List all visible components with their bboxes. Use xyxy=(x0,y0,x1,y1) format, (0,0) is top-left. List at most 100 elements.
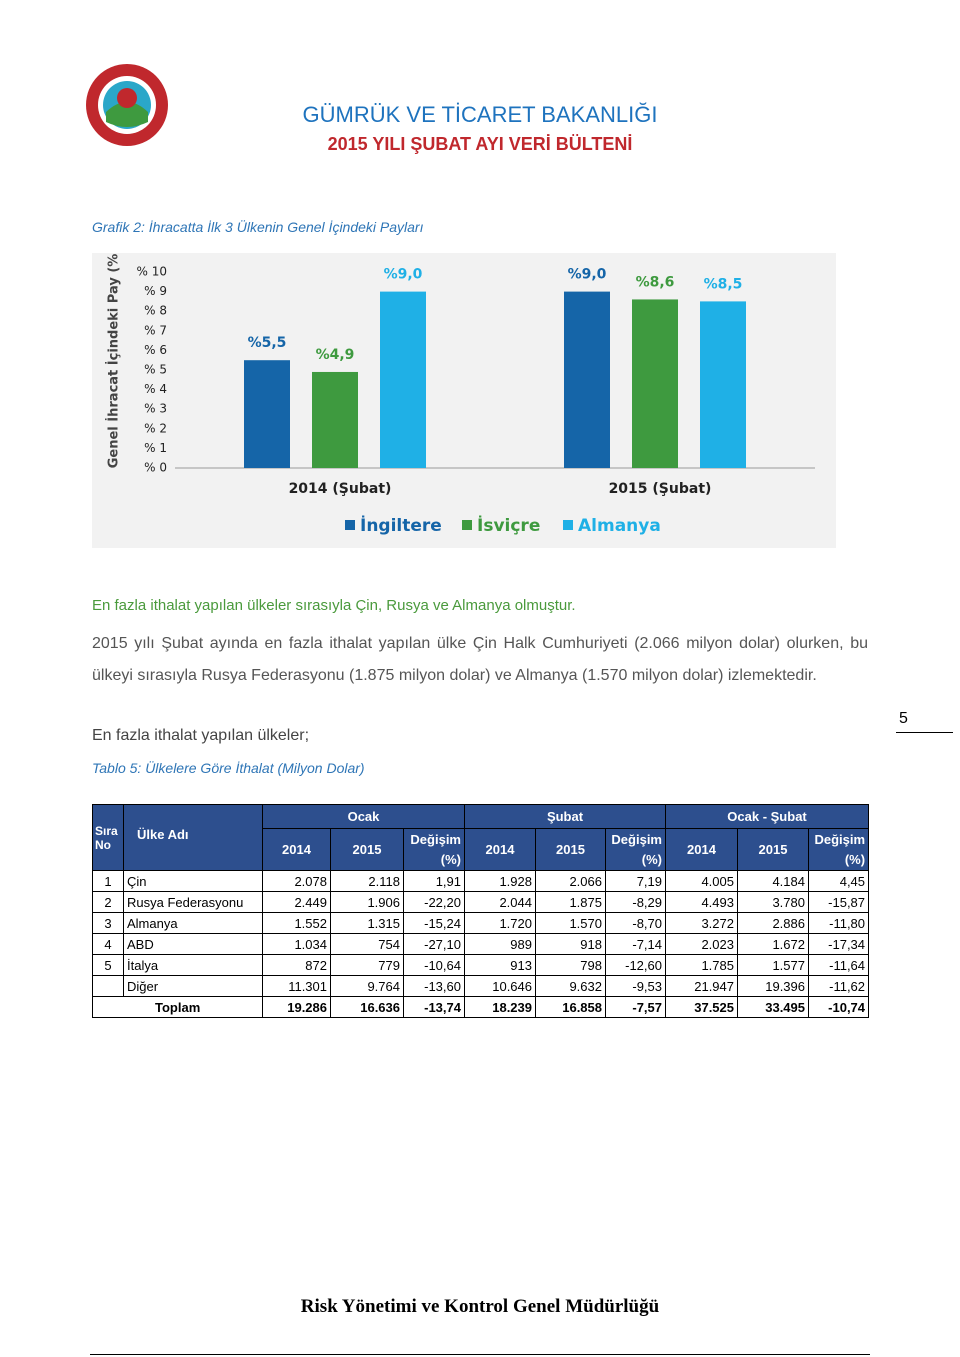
table-cell: -8,29 xyxy=(605,891,666,913)
table-cell: 4,45 xyxy=(807,870,870,892)
table-row: 4 ABD 1.034 754 -27,10 989 918 -7,14 2.023 1.672-… xyxy=(92,933,870,955)
y-tick-label: % 6 xyxy=(144,343,167,357)
table-cell: 2.078 xyxy=(262,870,331,892)
y-tick-label: % 1 xyxy=(144,441,167,455)
table-cell: 9.632 xyxy=(535,975,606,997)
table-cell: 1,91 xyxy=(403,870,465,892)
column-header: Değişim (%) xyxy=(403,828,465,871)
table-cell: 3.272 xyxy=(665,912,738,934)
table-cell: -15,87 xyxy=(807,891,870,913)
column-header: Ülke Adı xyxy=(123,804,263,871)
header-subtitle: 2015 YILI ŞUBAT AYI VERİ BÜLTENİ xyxy=(327,134,633,154)
group-header: Ocak - Şubat xyxy=(664,804,870,829)
column-header: Değişim (%) xyxy=(605,828,666,871)
table-cell: 33.495 xyxy=(737,996,809,1018)
bar xyxy=(700,301,746,468)
bar xyxy=(564,291,610,468)
table-cell: 1.672 xyxy=(737,933,809,955)
legend-label: Almanya xyxy=(578,516,661,536)
group-header: Ocak xyxy=(262,804,465,829)
value-label: %4,9 xyxy=(316,347,355,363)
chart-caption: Grafik 2: İhracatta İlk 3 Ülkenin Genel … xyxy=(92,219,424,235)
table-cell: -22,20 xyxy=(403,891,465,913)
group-header: Şubat xyxy=(464,804,666,829)
y-tick-label: % 8 xyxy=(144,304,167,318)
row-name: Rusya Federasyonu xyxy=(123,891,263,913)
bar xyxy=(312,371,358,468)
y-tick-label: % 10 xyxy=(137,265,168,279)
column-header: 2014 xyxy=(464,828,536,871)
table-cell: 2.449 xyxy=(262,891,331,913)
header-row: Sıra No Ülke Adı Ocak Şubat Ocak - Şubat xyxy=(92,804,870,871)
table-cell: -11,62 xyxy=(807,975,870,997)
row-number: 1 xyxy=(92,870,124,892)
table-row: Diğer 11.301 9.764 -13,60 10.646 9.632 -9,53 21… xyxy=(92,975,870,997)
heading: En fazla ithalat yapılan ülkeler sırasıy… xyxy=(92,597,576,614)
row-name: ABD xyxy=(123,933,263,955)
bar xyxy=(380,291,426,468)
value-label: %8,6 xyxy=(636,274,675,290)
table-cell: 11.301 xyxy=(262,975,331,997)
table-cell: 3.780 xyxy=(737,891,809,913)
total-row: Toplam 19.286 16.636 -13,74 18.239 16.858 -7,5… xyxy=(92,996,870,1018)
table-caption: Tablo 5: Ülkelere Göre İthalat (Milyon D… xyxy=(92,760,365,776)
table-cell: 2.066 xyxy=(535,870,606,892)
row-number xyxy=(92,975,124,997)
table-cell: -11,64 xyxy=(807,954,870,976)
value-label: %9,0 xyxy=(384,267,423,283)
table-cell: -13,74 xyxy=(403,996,465,1018)
table-cell: 4.005 xyxy=(665,870,738,892)
table-row: 2 Rusya Federasyonu 2.449 1.906 -22,20 2.044 1… xyxy=(92,891,870,913)
intro-text: En fazla ithalat yapılan ülkeler; xyxy=(92,727,310,744)
table-cell: 2.044 xyxy=(464,891,536,913)
table-cell: 872 xyxy=(262,954,331,976)
table-cell: 754 xyxy=(330,933,404,955)
column-header: 2014 xyxy=(262,828,331,871)
row-name: Diğer xyxy=(123,975,263,997)
logo xyxy=(86,64,168,146)
table-cell: 1.906 xyxy=(330,891,404,913)
value-label: %8,5 xyxy=(704,276,743,292)
table-cell: 1.570 xyxy=(535,912,606,934)
table-cell: 2.886 xyxy=(737,912,809,934)
chart: Genel İhracat İçindeki Pay (%) % 0 % 1 % 2%… xyxy=(92,253,836,548)
table-cell: 9.764 xyxy=(330,975,404,997)
column-header: 2015 xyxy=(737,828,809,871)
table-cell: -7,57 xyxy=(605,996,666,1018)
legend-swatch xyxy=(462,520,472,530)
table-cell: -11,80 xyxy=(807,912,870,934)
table-cell: 913 xyxy=(464,954,536,976)
row-name: İtalya xyxy=(123,954,263,976)
legend-swatch xyxy=(563,520,573,530)
table-cell: 37.525 xyxy=(665,996,738,1018)
y-tick-label: % 7 xyxy=(144,323,167,337)
table-cell: -17,34 xyxy=(807,933,870,955)
table-cell: 16.858 xyxy=(535,996,606,1018)
column-header: Sıra No xyxy=(92,804,124,871)
header-title: GÜMRÜK VE TİCARET BAKANLIĞI xyxy=(302,102,658,127)
table-cell: 4.493 xyxy=(665,891,738,913)
column-header: 2014 xyxy=(665,828,738,871)
table-cell: 19.396 xyxy=(737,975,809,997)
page-number: 5 xyxy=(896,710,953,733)
bar xyxy=(244,360,290,468)
table-cell: 779 xyxy=(330,954,404,976)
table-cell: -15,24 xyxy=(403,912,465,934)
legend-label: İngiltere xyxy=(360,514,442,536)
table-cell: 10.646 xyxy=(464,975,536,997)
legend-swatch xyxy=(345,520,355,530)
legend-label: İsviçre xyxy=(477,514,540,536)
table-cell: 16.636 xyxy=(330,996,404,1018)
table-cell: 1.785 xyxy=(665,954,738,976)
y-tick-label: % 5 xyxy=(144,363,167,377)
total-label: Toplam xyxy=(92,996,263,1018)
footer: Risk Yönetimi ve Kontrol Genel Müdürlüğü xyxy=(300,1296,660,1317)
value-label: %9,0 xyxy=(568,267,607,283)
column-header: 2015 xyxy=(535,828,606,871)
table-cell: 18.239 xyxy=(464,996,536,1018)
row-number: 2 xyxy=(92,891,124,913)
row-number: 5 xyxy=(92,954,124,976)
row-number: 3 xyxy=(92,912,124,934)
table-cell: 989 xyxy=(464,933,536,955)
